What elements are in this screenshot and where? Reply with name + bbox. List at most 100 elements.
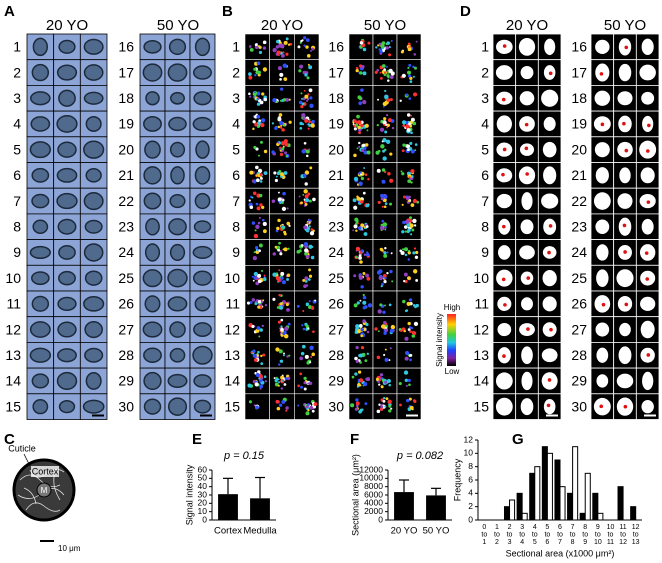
signal-spot — [386, 70, 389, 73]
y-tick-label: 20 — [198, 498, 208, 508]
signal-spot — [407, 276, 411, 280]
hair-mask — [520, 398, 534, 416]
hair-section — [31, 167, 50, 183]
y-tick-label: 10000 — [359, 473, 383, 483]
row-label: 18 — [328, 90, 344, 106]
signal-spot — [310, 228, 314, 231]
signal-spot — [256, 91, 261, 96]
hair-section — [58, 89, 76, 107]
image-cell — [590, 316, 615, 343]
bar — [584, 472, 591, 521]
image-cell — [396, 59, 422, 86]
image-cell — [244, 342, 270, 369]
signal-spot — [360, 285, 364, 289]
hair-section — [56, 115, 78, 133]
signal-spot — [378, 48, 381, 51]
signal-spot — [403, 247, 409, 252]
image-cell — [53, 136, 81, 163]
image-cell — [372, 85, 398, 112]
image-cell — [53, 187, 81, 215]
signal-spot — [248, 75, 253, 80]
hair-section — [143, 371, 162, 391]
signal-spot — [283, 171, 288, 175]
image-cell — [348, 59, 374, 86]
signal-spot — [362, 71, 367, 76]
signal-spot — [408, 97, 412, 100]
image-cell — [79, 187, 108, 215]
image-cell — [372, 136, 398, 163]
signal-spot — [306, 405, 309, 408]
signal-spot — [253, 404, 256, 407]
signal-spot — [364, 305, 368, 309]
hair-section — [32, 219, 49, 234]
row-label: 15 — [5, 398, 21, 414]
signal-spot — [377, 200, 381, 204]
signal-spot — [407, 47, 412, 52]
signal-spot — [246, 301, 251, 305]
bar — [516, 492, 523, 521]
x-tick-label: 50 YO — [423, 526, 450, 537]
image-cell — [348, 162, 374, 189]
signal-spot — [409, 358, 412, 362]
signal-spot — [308, 361, 312, 364]
signal-spot — [383, 194, 388, 199]
image-cell — [53, 341, 81, 369]
signal-spot — [261, 218, 265, 222]
signal-spot — [254, 43, 258, 47]
medulla-dot — [502, 224, 506, 229]
hair-section — [31, 63, 50, 82]
signal-spot — [287, 247, 290, 250]
row-label: 27 — [571, 321, 587, 337]
hair-section — [169, 347, 186, 363]
hair-section — [193, 399, 212, 414]
signal-spot — [272, 47, 277, 53]
signal-spot — [263, 274, 266, 277]
signal-spot — [353, 127, 357, 131]
image-cell — [515, 85, 539, 112]
image-cell — [79, 110, 108, 138]
image-cell — [79, 136, 108, 163]
signal-spot — [412, 92, 418, 97]
signal-spot — [280, 276, 284, 280]
signal-spot — [278, 363, 281, 366]
signal-spot — [399, 249, 403, 253]
image-cell — [139, 213, 166, 240]
row-label: 13 — [473, 347, 489, 363]
signal-spot — [251, 275, 254, 278]
signal-spot — [365, 322, 369, 327]
signal-spot — [304, 182, 308, 186]
signal-spot — [386, 41, 390, 45]
signal-spot — [378, 403, 381, 406]
medulla-dot — [526, 276, 531, 280]
row-label: 23 — [328, 218, 344, 234]
signal-spot — [303, 89, 306, 92]
signal-spot — [404, 230, 408, 233]
image-cell — [515, 187, 539, 215]
signal-spot — [305, 38, 310, 42]
signal-spot — [410, 149, 415, 154]
row-label: 27 — [118, 321, 134, 337]
signal-spot — [262, 221, 267, 226]
signal-spot — [413, 224, 417, 227]
signal-spot — [362, 295, 367, 300]
row-label: 13 — [5, 347, 21, 363]
row-label: 29 — [571, 373, 587, 389]
row-label: 11 — [225, 296, 240, 312]
image-cell — [590, 264, 615, 292]
row-label: 10 — [224, 270, 240, 286]
hair-section — [56, 371, 78, 391]
signal-spot — [279, 99, 282, 102]
row-label: 3 — [13, 90, 21, 106]
scale-label: 10 μm — [58, 544, 81, 553]
image-cell — [635, 110, 660, 138]
y-tick-label: 60 — [198, 464, 208, 474]
signal-spot — [407, 70, 412, 75]
hair-mask — [619, 167, 631, 184]
p-value: p = 0.15 — [223, 450, 265, 462]
signal-spot — [310, 50, 312, 52]
signal-spot — [307, 219, 311, 222]
hair-mask — [497, 322, 512, 337]
signal-spot — [403, 272, 408, 277]
signal-spot — [379, 303, 383, 307]
signal-spot — [279, 126, 282, 129]
